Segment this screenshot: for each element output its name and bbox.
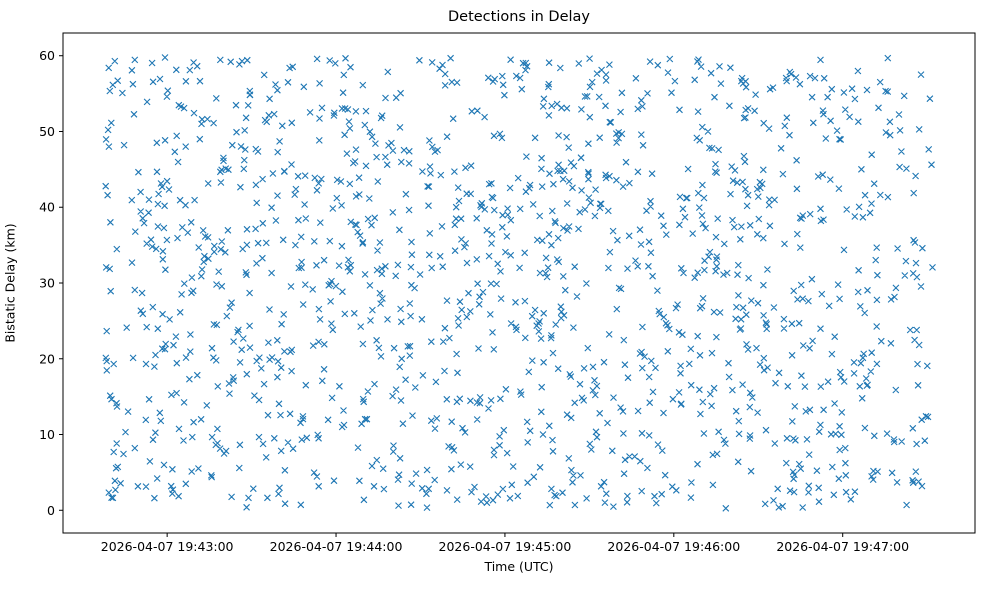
axes-spines [62, 32, 976, 534]
x-axis-label: Time (UTC) [484, 559, 554, 574]
x-tick-label: 2026-04-07 19:45:00 [439, 539, 572, 554]
x-tick-label: 2026-04-07 19:46:00 [607, 539, 740, 554]
y-tick-label: 0 [47, 503, 55, 518]
y-tick-label: 40 [39, 200, 55, 215]
y-tick-label: 60 [39, 48, 55, 63]
x-tick-label: 2026-04-07 19:43:00 [101, 539, 234, 554]
scatter-points [102, 54, 936, 512]
x-tick-label: 2026-04-07 19:44:00 [270, 539, 403, 554]
y-tick-label: 30 [39, 276, 55, 291]
chart-title: Detections in Delay [447, 9, 590, 25]
y-tick-label: 20 [39, 351, 55, 366]
x-tick-label: 2026-04-07 19:47:00 [776, 539, 909, 554]
y-tick-label: 10 [39, 427, 55, 442]
y-tick-label: 50 [39, 124, 55, 139]
